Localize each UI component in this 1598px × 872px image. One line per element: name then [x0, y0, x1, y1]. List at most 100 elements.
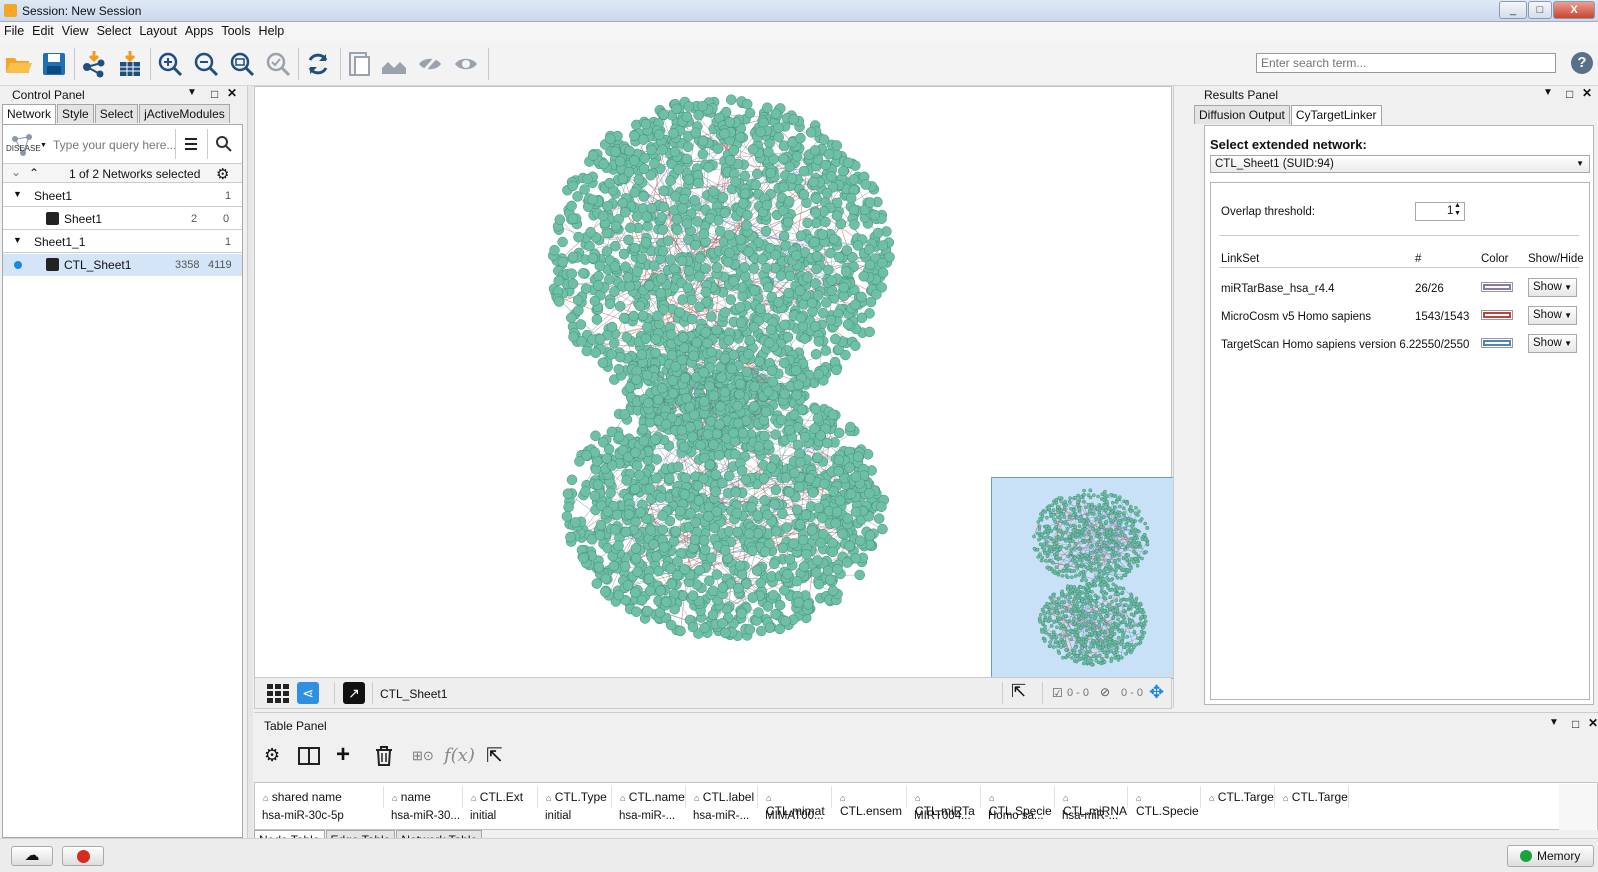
column-header[interactable]: ⌂ CTL.miRNA	[1055, 786, 1128, 818]
menu-edit[interactable]: Edit	[32, 24, 54, 38]
export-image-icon[interactable]: ⇱	[1011, 681, 1027, 701]
function-builder-icon[interactable]: f(x)	[444, 745, 475, 766]
column-header[interactable]: ⌂ CTL.Specie	[981, 786, 1055, 818]
zoom-selected-icon[interactable]	[264, 50, 292, 78]
column-header[interactable]: ⌂ CTL.Targe	[1275, 786, 1349, 808]
menu-tools[interactable]: Tools	[221, 24, 251, 38]
query-logo[interactable]: DISEASE ▼	[5, 131, 47, 161]
table-cell[interactable]: hsa-miR-...	[693, 810, 750, 822]
hamburger-menu-icon[interactable]	[183, 136, 199, 152]
close-panel-icon[interactable]: ✕	[227, 86, 238, 100]
network-graph[interactable]	[255, 87, 1171, 677]
detach-view-icon[interactable]: ↗	[343, 682, 365, 704]
zoom-out-icon[interactable]	[192, 50, 220, 78]
table-cell[interactable]: initial	[470, 810, 497, 822]
cloud-button[interactable]: ☁	[11, 846, 53, 866]
column-header[interactable]: ⌂ CTL.miRTa	[907, 786, 981, 818]
link-table-icon[interactable]: ⊞⊙	[412, 748, 434, 763]
network-item-selected[interactable]: CTL_Sheet1 3358 4119	[3, 254, 242, 276]
close-panel-icon[interactable]: ✕	[1588, 716, 1598, 730]
tab-diffusion-output[interactable]: Diffusion Output	[1194, 105, 1290, 124]
tab-jactivemodules[interactable]: jActiveModules	[139, 104, 230, 123]
network-item[interactable]: Sheet1 2 0	[3, 208, 242, 230]
gear-icon[interactable]: ⚙	[216, 166, 230, 183]
network-view-icon[interactable]: ⋖	[297, 682, 319, 704]
column-header[interactable]: ⌂ shared name	[255, 786, 384, 808]
help-icon[interactable]: ?	[1571, 52, 1593, 74]
expand-triangle-icon[interactable]: ▼	[13, 189, 22, 199]
column-header[interactable]: ⌂ CTL.Targe	[1201, 786, 1275, 808]
tab-style[interactable]: Style	[57, 104, 94, 123]
hide-icon[interactable]	[416, 50, 444, 78]
open-folder-icon[interactable]	[4, 50, 32, 78]
column-header[interactable]: ⌂ name	[384, 786, 463, 808]
network-select-dropdown[interactable]: CTL_Sheet1 (SUID:94) ▼	[1210, 155, 1590, 173]
column-header[interactable]: ⌂ CTL.Type	[538, 786, 612, 808]
column-header[interactable]: ⌂ CTL.Specie	[1128, 786, 1201, 818]
table-cell[interactable]: hsa-miR-...	[619, 810, 676, 822]
menu-help[interactable]: Help	[258, 24, 285, 38]
show-hide-dropdown[interactable]: Show ▼	[1528, 334, 1577, 353]
fit-content-icon[interactable]: ✥	[1149, 682, 1165, 702]
table-cell[interactable]: hsa-miR-30c-5p	[262, 810, 344, 822]
restore-button[interactable]: □	[1528, 1, 1552, 19]
zoom-fit-icon[interactable]	[228, 50, 256, 78]
column-header[interactable]: ⌂ CTL.mimat	[758, 786, 832, 818]
expand-all-icon[interactable]: ⌃	[29, 166, 40, 180]
float-panel-icon[interactable]: □	[1572, 717, 1580, 731]
tab-network[interactable]: Network	[2, 104, 57, 124]
float-panel-icon[interactable]: □	[1566, 87, 1574, 101]
minimize-button[interactable]: _	[1499, 1, 1527, 19]
menu-apps[interactable]: Apps	[184, 24, 214, 38]
table-cell[interactable]: initial	[545, 810, 572, 822]
search-icon[interactable]	[215, 135, 233, 153]
grid-view-icon[interactable]	[267, 683, 289, 703]
import-table-icon[interactable]	[116, 50, 144, 78]
table-cell[interactable]: Homo sa...	[988, 810, 1044, 822]
show-hide-dropdown[interactable]: Show ▼	[1528, 278, 1577, 297]
column-header[interactable]: ⌂ CTL.ensem	[832, 786, 907, 818]
linkset-color-swatch[interactable]	[1481, 282, 1513, 292]
table-cell[interactable]: MIMAT00...	[765, 810, 824, 822]
close-button[interactable]: X	[1553, 1, 1595, 19]
menu-layout[interactable]: Layout	[139, 24, 177, 38]
network-collection[interactable]: ▼ Sheet1 1	[3, 185, 242, 207]
menu-select[interactable]: Select	[96, 24, 132, 38]
overlap-threshold-spinner[interactable]: 1 ▲ ▼	[1415, 202, 1465, 221]
spinner-arrows-icon[interactable]: ▲ ▼	[1454, 202, 1461, 217]
save-icon[interactable]	[40, 50, 68, 78]
table-scrollbar[interactable]	[1559, 784, 1597, 830]
show-icon[interactable]	[452, 50, 480, 78]
splitter[interactable]	[1173, 86, 1193, 708]
search-input[interactable]	[1256, 53, 1556, 73]
refresh-icon[interactable]	[304, 50, 332, 78]
float-panel-icon[interactable]: □	[211, 87, 219, 101]
export-table-icon[interactable]: ⇱	[486, 745, 503, 767]
network-overview-minimap[interactable]	[991, 477, 1191, 679]
panel-menu-icon[interactable]: ▼	[1549, 717, 1559, 728]
stop-button[interactable]	[62, 846, 104, 866]
zoom-in-icon[interactable]	[156, 50, 184, 78]
show-columns-icon[interactable]	[298, 747, 320, 765]
linkset-color-swatch[interactable]	[1481, 338, 1513, 348]
panel-menu-icon[interactable]: ▼	[187, 87, 197, 98]
add-column-icon[interactable]: +	[336, 741, 351, 768]
import-network-icon[interactable]	[80, 50, 108, 78]
splitter[interactable]	[247, 86, 253, 838]
menu-view[interactable]: View	[61, 24, 89, 38]
table-settings-gear-icon[interactable]: ⚙	[264, 745, 281, 765]
show-hide-dropdown[interactable]: Show ▼	[1528, 306, 1577, 325]
table-cell[interactable]: hsa-miR-30...	[391, 810, 461, 822]
tab-select[interactable]: Select	[94, 104, 139, 123]
memory-button[interactable]: Memory	[1507, 845, 1594, 867]
network-collection[interactable]: ▼ Sheet1_1 1	[3, 231, 242, 253]
close-panel-icon[interactable]: ✕	[1582, 86, 1593, 100]
menu-file[interactable]: File	[4, 24, 25, 38]
new-network-from-selection-icon[interactable]	[346, 50, 374, 78]
expand-triangle-icon[interactable]: ▼	[13, 235, 22, 245]
column-header[interactable]: ⌂ CTL.Ext	[463, 786, 538, 808]
table-cell[interactable]: hsa-miR-...	[1062, 810, 1119, 822]
column-header[interactable]: ⌂ CTL.label	[686, 786, 758, 808]
table-cell[interactable]: MIRT004...	[914, 810, 971, 822]
show-all-icon[interactable]	[380, 50, 408, 78]
